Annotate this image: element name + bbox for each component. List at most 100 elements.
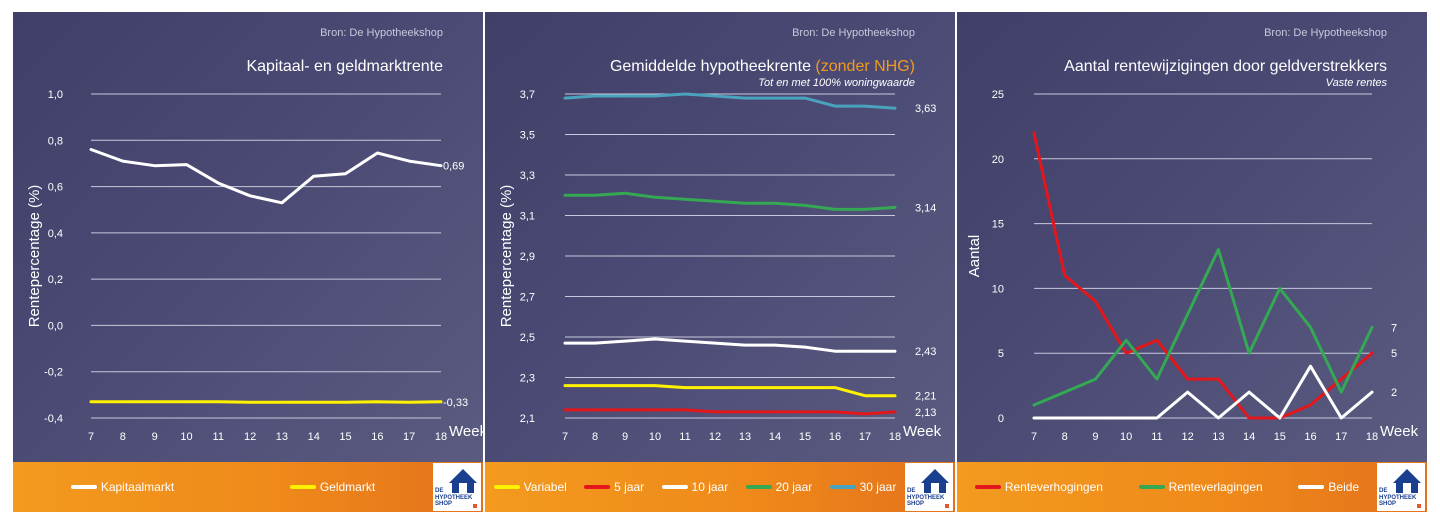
legend-bar: Variabel 5 jaar 10 jaar 20 jaar 30 jaar DE HY… — [485, 462, 955, 512]
legend-label: 30 jaar — [859, 480, 897, 494]
legend: Variabel 5 jaar 10 jaar 20 jaar 30 jaar — [485, 462, 905, 512]
series-line-renteverhogingen — [1032, 131, 1374, 420]
legend: Renteverhogingen Renteverlagingen Beide — [957, 462, 1377, 512]
y-tick-label: 0,2 — [48, 274, 63, 286]
chart-title: Gemiddelde hypotheekrente (zonder NHG) — [610, 58, 915, 75]
y-tick-label: 3,3 — [520, 170, 535, 182]
y-tick-label: 2,1 — [520, 413, 535, 425]
legend-swatch — [1138, 485, 1165, 489]
series-line-30-jaar — [563, 92, 897, 110]
hypotheekshop-logo: DE HYPOTHEEK SHOP — [433, 463, 481, 511]
x-tick-label: 10 — [180, 431, 192, 443]
legend-item: Variabel — [493, 480, 567, 494]
y-tick-label: 5 — [998, 348, 1004, 360]
chart-title: Aantal rentewijzigingen door geldverstre… — [1064, 58, 1387, 75]
x-tick-label: 10 — [1120, 431, 1132, 443]
x-tick-label: 11 — [679, 431, 690, 443]
chart-subtitle: Vaste rentes — [1326, 77, 1388, 89]
series-line-10-jaar — [563, 337, 897, 353]
y-tick-label: 0 — [998, 413, 1004, 425]
x-tick-label: 13 — [739, 431, 751, 443]
logo-word: DE — [1379, 488, 1388, 494]
end-value-label: 3,63 — [915, 103, 936, 115]
y-tick-label: 25 — [992, 89, 1004, 101]
chart-title: Kapitaal- en geldmarktrente — [246, 58, 443, 75]
legend-item: 10 jaar — [661, 480, 728, 494]
legend-item: 20 jaar — [745, 480, 813, 494]
series-line-kapitaalmarkt — [89, 148, 443, 205]
y-tick-label: -0,4 — [44, 413, 63, 425]
legend-swatch — [829, 485, 856, 489]
chart-panel-rentewijzigingen: Bron: De Hypotheekshop Aantal rentewijzig… — [957, 12, 1427, 512]
end-value-label: -0,33 — [443, 397, 468, 409]
legend-label: 20 jaar — [775, 480, 813, 494]
series-line-5-jaar — [563, 408, 897, 416]
series-line-geldmarkt — [89, 400, 443, 404]
chart-svg: Bron: De Hypotheekshop Kapitaal- en geldm… — [26, 27, 483, 443]
end-value-label: 5 — [1391, 348, 1397, 360]
hypotheekshop-logo: DE HYPOTHEEK SHOP — [905, 463, 953, 511]
logo-word: HYPOTHEEK — [907, 494, 945, 501]
x-tick-label: 18 — [435, 431, 447, 443]
legend-swatch — [584, 485, 611, 489]
x-tick-label: 15 — [1274, 431, 1286, 443]
y-tick-label: 3,5 — [520, 130, 535, 142]
legend-swatch — [974, 485, 1001, 489]
legend-swatch — [70, 485, 97, 489]
end-value-label: 0,69 — [443, 161, 464, 173]
legend-bar: Kapitaalmarkt Geldmarkt DE HYPOTHEEK SHOP — [13, 462, 483, 512]
chart-svg: Bron: De Hypotheekshop Aantal rentewijzig… — [966, 27, 1419, 443]
legend-item: 30 jaar — [829, 480, 897, 494]
x-tick-label: 12 — [244, 431, 256, 443]
legend-swatch — [661, 485, 688, 489]
y-tick-label: 15 — [992, 219, 1004, 231]
logo-word: SHOP — [907, 501, 925, 507]
y-axis-label: Rentepercentage (%) — [498, 185, 515, 328]
y-tick-label: 3,7 — [520, 89, 535, 101]
x-axis-label: Week — [1380, 423, 1419, 440]
legend-label: Renteverhogingen — [1004, 480, 1103, 494]
legend-label: Beide — [1328, 480, 1360, 494]
hypotheekshop-logo: DE HYPOTHEEK SHOP — [1377, 463, 1425, 511]
end-value-label: 2 — [1391, 387, 1397, 399]
legend-item: Geldmarkt — [289, 480, 375, 494]
x-tick-label: 15 — [799, 431, 811, 443]
house-icon — [921, 469, 949, 508]
logo-wordmark: DE HYPOTHEEK SHOP — [435, 488, 472, 508]
y-tick-label: 0,8 — [48, 135, 63, 147]
legend-label: 5 jaar — [614, 480, 645, 494]
legend-swatch — [289, 485, 316, 489]
x-tick-label: 8 — [592, 431, 598, 443]
house-icon — [449, 469, 477, 508]
x-tick-label: 18 — [1366, 431, 1378, 443]
y-tick-label: 2,5 — [520, 332, 535, 344]
x-tick-label: 9 — [152, 431, 158, 443]
chart-svg: Bron: De Hypotheekshop Gemiddelde hypothe… — [498, 27, 942, 443]
legend-swatch — [745, 485, 772, 489]
x-tick-label: 9 — [622, 431, 628, 443]
x-tick-label: 18 — [889, 431, 901, 443]
x-tick-label: 17 — [859, 431, 871, 443]
x-axis-label: Week — [449, 423, 483, 440]
y-tick-label: 20 — [992, 154, 1004, 166]
legend-label: Kapitaalmarkt — [100, 480, 175, 494]
series-line-beide — [1032, 364, 1374, 420]
end-value-label: 2,43 — [915, 346, 936, 358]
x-tick-label: 9 — [1092, 431, 1098, 443]
y-axis-label: Rentepercentage (%) — [26, 185, 43, 328]
logo-word: HYPOTHEEK — [435, 494, 473, 501]
y-tick-label: 0,0 — [48, 320, 63, 332]
x-tick-label: 14 — [1243, 431, 1255, 443]
chart-panel-hypotheekrente: Bron: De Hypotheekshop Gemiddelde hypothe… — [485, 12, 955, 512]
x-tick-label: 14 — [308, 431, 320, 443]
end-value-label: 2,21 — [915, 391, 936, 403]
x-tick-label: 14 — [769, 431, 781, 443]
chart-title-main: Gemiddelde hypotheekrente — [610, 58, 815, 75]
end-value-label: 7 — [1391, 322, 1397, 334]
logo-wordmark: DE HYPOTHEEK SHOP — [1379, 488, 1416, 508]
chart-subtitle: Tot en met 100% woningwaarde — [758, 77, 915, 89]
logo-word: HYPOTHEEK — [1379, 494, 1417, 501]
logo-word: SHOP — [435, 501, 453, 507]
x-tick-label: 17 — [1335, 431, 1347, 443]
logo-word: DE — [435, 488, 444, 494]
